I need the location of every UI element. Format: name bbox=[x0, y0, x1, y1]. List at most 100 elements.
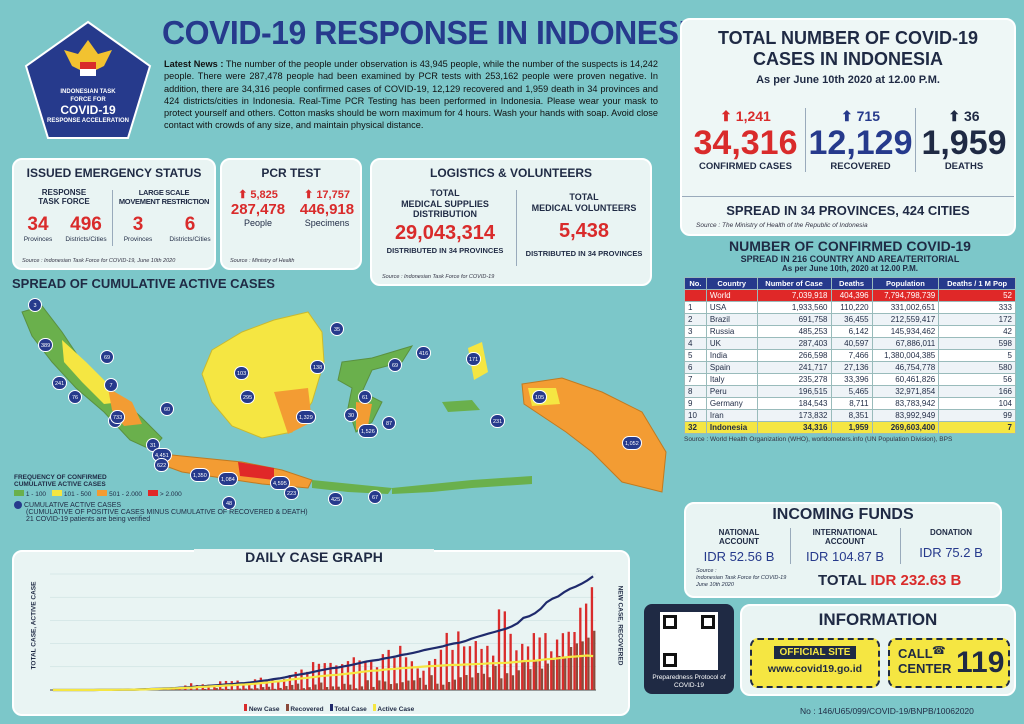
cell: 52 bbox=[938, 289, 1016, 302]
recovered-bar bbox=[401, 682, 404, 690]
recovered-bar bbox=[535, 659, 538, 690]
qr-block[interactable]: Preparedness Protocol of COVID-19 bbox=[644, 604, 734, 694]
table-body: 1 USA 1,933,560 110,220 331,002,651 333 2 Brazi… bbox=[684, 301, 1016, 422]
confirmed-label: CONFIRMED CASES bbox=[699, 161, 792, 172]
emergency-source: Source : Indonesian Task Force for COVID… bbox=[22, 258, 176, 264]
emergency-value: 6 bbox=[184, 214, 196, 235]
table-subtitle: SPREAD IN 216 COUNTRY AND AREA/TERITORIA… bbox=[740, 254, 960, 264]
verify-note: 21 COVID-19 patients are being verified bbox=[26, 516, 151, 523]
recovered-bar bbox=[552, 659, 555, 690]
new-case-bar bbox=[370, 661, 373, 690]
cell: 36,455 bbox=[830, 313, 873, 326]
legend-label: Total Case bbox=[334, 706, 367, 713]
legend-item: 1 - 100 bbox=[14, 490, 46, 498]
active-case-bubble: 622 bbox=[154, 458, 170, 472]
new-case-bar bbox=[515, 650, 518, 690]
recovered-delta: 715 bbox=[856, 108, 880, 124]
new-case-bar bbox=[480, 648, 483, 690]
funds-source: Source : bbox=[696, 568, 717, 574]
recovered-bar bbox=[308, 687, 311, 690]
recovered-bar bbox=[215, 688, 218, 690]
active-case-bubble: 60 bbox=[160, 402, 174, 416]
garuda-shield-icon bbox=[24, 20, 152, 139]
active-case-bubble: 87 bbox=[382, 416, 396, 430]
new-case-bar bbox=[288, 675, 292, 690]
recovered-bar bbox=[331, 686, 335, 690]
cell: 1 bbox=[684, 301, 707, 314]
daily-case-chart bbox=[50, 573, 596, 692]
cell: Germany bbox=[705, 397, 758, 410]
logistics-source: Source : Indonesian Task Force for COVID… bbox=[382, 274, 495, 280]
legend-swatch bbox=[372, 704, 376, 711]
fund-label: ACCOUNT bbox=[719, 537, 759, 546]
legend-label: 1 - 100 bbox=[25, 491, 47, 498]
new-case-bar bbox=[358, 660, 361, 690]
fund-value: IDR 104.87 B bbox=[805, 549, 885, 564]
task-force-label: RESPONSE bbox=[41, 188, 87, 197]
new-case-bar bbox=[294, 671, 297, 690]
recovered-bar bbox=[587, 637, 590, 690]
table-title: NUMBER OF CONFIRMED COVID-19 bbox=[729, 238, 971, 254]
cell: India bbox=[705, 349, 758, 362]
active-case-bubble: 105 bbox=[532, 390, 548, 404]
map-legend: FREQUENCY OF CONFIRMED CUMULATIVE ACTIVE… bbox=[14, 474, 314, 523]
deaths-label: DEATHS bbox=[944, 161, 984, 172]
recovered-bar bbox=[366, 680, 369, 690]
qr-caption: Preparedness Protocol of bbox=[652, 674, 726, 681]
table-row: 4 UK 287,403 40,597 67,886,011 598 bbox=[684, 337, 1016, 350]
cell: 333 bbox=[938, 301, 1016, 314]
legend-swatch bbox=[244, 704, 247, 711]
recovered-bar bbox=[314, 684, 317, 690]
cell: 34,316 bbox=[756, 421, 832, 434]
cell: 83,783,942 bbox=[871, 397, 940, 410]
table-row: 10 Iran 173,832 8,351 83,992,949 99 bbox=[684, 409, 1016, 422]
new-case-bar bbox=[550, 651, 553, 690]
legend-swatch bbox=[329, 704, 333, 711]
cell: Italy bbox=[705, 373, 758, 386]
logo-line: FORCE FOR bbox=[70, 97, 106, 103]
new-case-bar bbox=[584, 603, 588, 690]
new-case-bar bbox=[335, 665, 338, 690]
psbb-label: LARGE SCALE bbox=[138, 188, 190, 197]
pcr-value: 446,918 bbox=[299, 201, 355, 218]
new-case-bar bbox=[433, 658, 437, 690]
active-case-bubble: 425 bbox=[328, 492, 344, 506]
cell: 83,992,949 bbox=[871, 409, 940, 422]
latest-news: Latest News : The number of the people u… bbox=[164, 58, 658, 132]
recovered-bar bbox=[430, 675, 433, 690]
official-site-button[interactable]: OFFICIAL SITE www.covid19.go.id bbox=[750, 638, 880, 688]
call-number[interactable]: 119 bbox=[956, 646, 1005, 679]
active-case-bubble: 7 bbox=[104, 378, 118, 392]
recovered-bar bbox=[343, 683, 346, 690]
recovered-bar bbox=[558, 655, 561, 690]
logistics-card: LOGISTICS & VOLUNTEERS TOTAL MEDICAL SUP… bbox=[370, 158, 652, 286]
cell bbox=[684, 289, 707, 302]
new-case-bar bbox=[579, 607, 582, 690]
y-left-label: TOTAL CASE, ACTIVE CASE bbox=[30, 581, 38, 670]
new-case-bar bbox=[474, 641, 477, 690]
supplies-value: 29,043,314 bbox=[394, 221, 496, 244]
call-center-button[interactable]: CALL CENTER ☎ 119 bbox=[888, 638, 1010, 688]
recovered-bar bbox=[285, 686, 288, 690]
active-case-bubble: 76 bbox=[68, 390, 82, 404]
recovered-stat: ⬆ 715 12,129 RECOVERED bbox=[806, 108, 916, 172]
col-header: Number of Case bbox=[756, 277, 832, 290]
arrow-up-icon: ⬆ bbox=[948, 108, 961, 124]
active-case-bubble: 138 bbox=[310, 360, 326, 374]
new-case-bar bbox=[573, 632, 576, 690]
cell: 173,832 bbox=[756, 409, 832, 422]
total-cases-card: TOTAL NUMBER OF COVID-19 CASES IN INDONE… bbox=[680, 18, 1016, 236]
volunteers-dist: DISTRIBUTED IN 34 PROVINCES bbox=[525, 249, 643, 258]
official-site-url[interactable]: www.covid19.go.id bbox=[767, 663, 863, 675]
recovered-bar bbox=[529, 669, 532, 690]
active-case-bubble: 1,526 bbox=[358, 424, 378, 438]
recovered-bar bbox=[372, 686, 375, 690]
info-title: INFORMATION bbox=[818, 610, 938, 629]
active-case-bubble: 1,350 bbox=[190, 468, 210, 482]
new-case-bar bbox=[213, 686, 216, 690]
cell: Iran bbox=[705, 409, 758, 422]
pcr-delta: 5,825 bbox=[250, 189, 278, 201]
recovered-bar bbox=[296, 683, 300, 690]
cell: 5,465 bbox=[830, 385, 873, 398]
cell: UK bbox=[705, 337, 758, 350]
